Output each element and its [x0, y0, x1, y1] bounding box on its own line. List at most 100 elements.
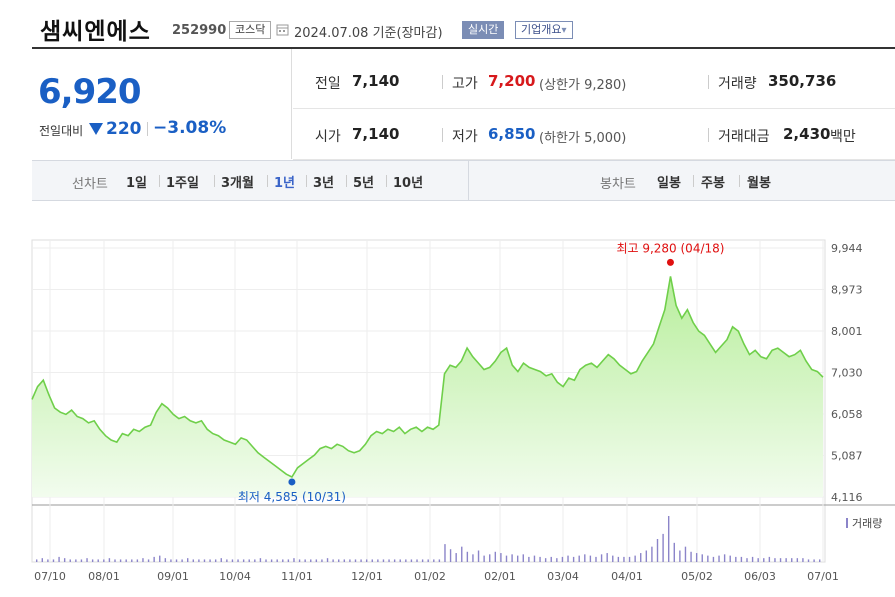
volume-bar: [321, 559, 323, 562]
company-overview-button[interactable]: 기업개요▾: [515, 21, 573, 39]
volume-bar: [304, 559, 306, 562]
period-button[interactable]: 1년: [274, 176, 296, 191]
volume-bar: [231, 559, 234, 562]
volume-bar: [388, 559, 390, 562]
volume-bar: [813, 559, 815, 562]
volume-bar: [807, 559, 810, 562]
volume-bar: [500, 553, 502, 562]
x-tick-label: 11/01: [281, 570, 313, 583]
volume-bar: [516, 555, 519, 562]
volume-bar: [667, 516, 670, 562]
volume-bar: [455, 553, 457, 562]
price-change: 220: [106, 119, 142, 139]
x-tick-label: 05/02: [681, 570, 713, 583]
volume-bar: [332, 559, 334, 562]
volume-bar: [421, 559, 424, 562]
volume-bar: [612, 555, 614, 562]
volume-bar: [617, 556, 620, 562]
price-line: [31, 276, 824, 479]
volume-bar: [159, 555, 161, 562]
volume-bar: [343, 559, 346, 562]
volume-bar: [75, 559, 77, 562]
volume-bar: [310, 559, 312, 562]
divider: [693, 175, 694, 187]
y-tick-label: 9,944: [831, 242, 863, 255]
volume-bar: [254, 559, 256, 562]
volume-bar: [399, 559, 401, 562]
volume-bar: [695, 553, 698, 562]
volume-bar: [640, 553, 642, 562]
volume-bar: [214, 559, 217, 562]
volume-bar: [433, 559, 435, 562]
volume-bar: [248, 559, 250, 562]
volume-bar: [735, 556, 737, 562]
period-button[interactable]: 3개월: [221, 176, 254, 191]
x-tick-label: 08/01: [88, 570, 120, 583]
candle-period-button[interactable]: 일봉: [657, 176, 681, 191]
volume-bar: [751, 556, 754, 562]
volume-bar: [656, 539, 659, 562]
candle-period-button[interactable]: 월봉: [747, 176, 771, 191]
divider: [267, 175, 268, 187]
volume-bar: [444, 544, 446, 562]
x-tick-label: 03/04: [547, 570, 579, 583]
volume-bar: [293, 558, 295, 562]
y-tick-label: 8,973: [831, 284, 863, 297]
volume-bar: [36, 559, 38, 562]
low-label: 저가: [452, 129, 478, 145]
date-value: 2024.07.08: [294, 26, 369, 41]
chevron-down-icon: ▾: [561, 25, 567, 36]
volume-bar: [802, 558, 804, 562]
volume-bar: [483, 555, 485, 562]
volume-bar: [58, 556, 60, 562]
volume-bar: [198, 559, 200, 562]
volume-value: 350,736: [768, 72, 837, 90]
volume-bar: [175, 559, 178, 562]
period-button[interactable]: 3년: [313, 176, 335, 191]
volume-bar: [80, 559, 83, 562]
volume-bar: [768, 556, 771, 562]
realtime-button[interactable]: 실시간: [462, 21, 505, 39]
volume-bar: [371, 559, 373, 562]
period-button[interactable]: 10년: [393, 176, 424, 191]
volume-bar: [405, 559, 407, 562]
volume-bar: [785, 558, 787, 562]
divider: [346, 175, 347, 187]
volume-bar: [472, 554, 474, 562]
period-button[interactable]: 1주일: [166, 176, 199, 191]
volume-bar: [282, 559, 284, 562]
volume-bar: [142, 558, 144, 562]
volume-bar: [763, 558, 765, 562]
volume-bar: [393, 559, 396, 562]
volume-bar: [91, 559, 94, 562]
volume-legend-label: 거래량: [852, 517, 882, 530]
volume-bar: [567, 555, 569, 562]
low-value: 6,850: [488, 125, 536, 143]
period-button[interactable]: 1일: [126, 176, 148, 191]
date-basis: 기준(장마감): [372, 26, 443, 41]
volume-bar: [354, 559, 357, 562]
y-tick-label: 5,087: [831, 450, 863, 463]
volume-bar: [494, 551, 497, 562]
volume-bar: [544, 558, 547, 562]
volume-bar: [533, 555, 536, 562]
min-annotation: 최저 4,585 (10/31): [238, 490, 346, 504]
volume-bar: [153, 556, 155, 562]
volume-bar: [438, 559, 441, 562]
volume-bar: [41, 558, 43, 562]
prev-close-label: 전일: [315, 76, 341, 92]
period-button[interactable]: 5년: [353, 176, 375, 191]
volume-bar: [584, 554, 586, 562]
volume-bar: [550, 556, 552, 562]
candle-period-button[interactable]: 주봉: [701, 176, 725, 191]
x-tick-label: 04/01: [611, 570, 643, 583]
divider: [708, 128, 709, 142]
high-value: 7,200: [488, 72, 536, 90]
volume-bar: [125, 559, 127, 562]
volume-bar: [69, 559, 71, 562]
volume-bar: [819, 559, 821, 562]
volume-bar: [746, 558, 748, 562]
y-tick-label: 6,058: [831, 408, 863, 421]
volume-legend-swatch: [846, 518, 848, 528]
stats-row-divider: [293, 159, 895, 160]
